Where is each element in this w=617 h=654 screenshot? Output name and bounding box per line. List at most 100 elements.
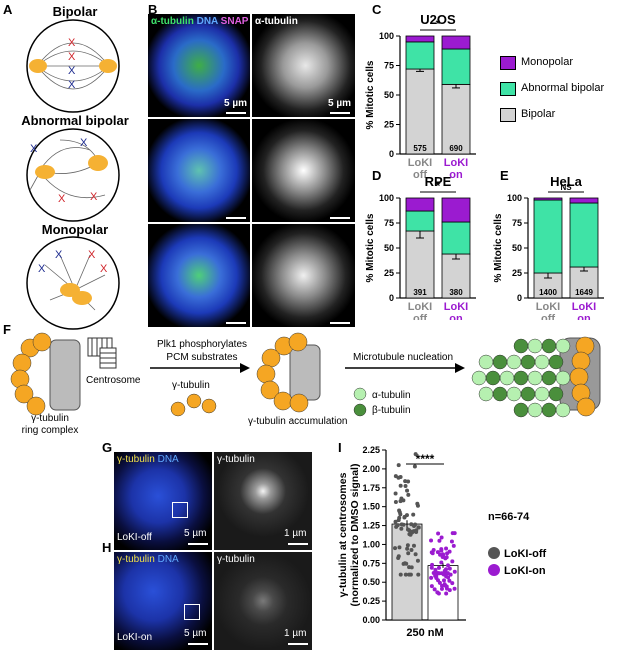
tubulin-subunit bbox=[485, 370, 501, 386]
data-point bbox=[414, 528, 419, 533]
legend-marker-loki-on bbox=[488, 564, 500, 576]
y-tick-label: 100 bbox=[379, 193, 394, 203]
accumulation-label: γ-tubulin accumulation bbox=[248, 416, 348, 427]
x-category-label: LoKI bbox=[444, 301, 468, 313]
data-point bbox=[416, 525, 421, 530]
data-point bbox=[402, 515, 407, 520]
data-point bbox=[393, 499, 398, 504]
y-tick-label: 50 bbox=[384, 243, 394, 253]
centrosome-icon bbox=[87, 337, 117, 369]
bar-segment-abnormal bbox=[441, 48, 471, 85]
data-point bbox=[437, 580, 442, 585]
panel-label-h: H bbox=[102, 540, 112, 555]
n-label: 380 bbox=[449, 288, 463, 297]
data-point bbox=[430, 562, 435, 567]
tubulin-subunit bbox=[506, 354, 522, 370]
data-point bbox=[412, 464, 417, 469]
significance-marker: * bbox=[436, 179, 441, 193]
data-point bbox=[442, 568, 447, 573]
tubulin-subunit bbox=[541, 338, 557, 354]
bipolar-title: Bipolar bbox=[52, 4, 98, 19]
tubulin-subunit bbox=[471, 370, 487, 386]
y-tick-label: 75 bbox=[512, 218, 522, 228]
panel-label-i: I bbox=[338, 440, 342, 455]
data-point bbox=[403, 572, 408, 577]
plk1-label-2: PCM substrates bbox=[166, 352, 238, 363]
data-point bbox=[416, 572, 421, 577]
data-point bbox=[449, 539, 454, 544]
legend-swatch-abnormal bbox=[500, 82, 516, 96]
data-point bbox=[411, 543, 416, 548]
data-point bbox=[405, 546, 410, 551]
data-point bbox=[396, 463, 401, 468]
tubulin-subunit bbox=[555, 402, 571, 418]
bipolar-cell-diagram: X X X X bbox=[26, 19, 120, 113]
tubulin-subunit bbox=[527, 370, 543, 386]
n-label: 690 bbox=[449, 144, 463, 153]
data-point bbox=[434, 576, 439, 581]
data-point bbox=[447, 566, 452, 571]
gamma-tubulin-label: γ-tubulin bbox=[172, 380, 210, 391]
y-tick-label: 2.25 bbox=[362, 445, 380, 455]
svg-text:X: X bbox=[58, 193, 66, 205]
y-axis-label-1: γ-tubulin at centrosomes bbox=[337, 472, 349, 597]
y-tick-label: 25 bbox=[384, 268, 394, 278]
data-point bbox=[447, 578, 452, 583]
n-label: 1400 bbox=[539, 288, 557, 297]
significance-marker: **** bbox=[416, 452, 435, 466]
data-point bbox=[415, 501, 420, 506]
ring-complex-label: γ-tubulin ring complex bbox=[21, 413, 79, 436]
data-point bbox=[452, 586, 457, 591]
y-tick-label: 25 bbox=[384, 120, 394, 130]
micrograph-b-merge-3 bbox=[148, 224, 250, 327]
data-point bbox=[445, 571, 450, 576]
tubulin-subunit bbox=[513, 370, 529, 386]
y-tick-label: 0.25 bbox=[362, 596, 380, 606]
n-label: 575 bbox=[413, 144, 427, 153]
data-point bbox=[429, 538, 434, 543]
data-point bbox=[442, 578, 447, 583]
abnormal-bipolar-title: Abnormal bipolar bbox=[21, 113, 129, 128]
y-tick-label: 0.00 bbox=[362, 615, 380, 625]
data-point bbox=[431, 548, 436, 553]
bar-segment-abnormal bbox=[441, 221, 471, 255]
tubulin-subunit bbox=[527, 338, 543, 354]
y-axis-label: % Mitotic cells bbox=[365, 60, 376, 129]
bar-segment-bipolar bbox=[569, 266, 599, 299]
svg-text:X: X bbox=[68, 65, 76, 77]
data-point bbox=[450, 559, 455, 564]
panel-label-b: B bbox=[148, 2, 158, 17]
tubulin-subunit bbox=[548, 354, 564, 370]
tubulin-subunit bbox=[520, 354, 536, 370]
y-tick-label: 100 bbox=[379, 31, 394, 41]
micrograph-b-merge-2 bbox=[148, 119, 250, 222]
monopolar-title: Monopolar bbox=[41, 222, 109, 237]
data-point bbox=[450, 581, 455, 586]
data-point bbox=[394, 524, 399, 529]
svg-text:X: X bbox=[38, 263, 46, 275]
bar-segment-monopolar bbox=[533, 197, 563, 201]
svg-text:X: X bbox=[90, 191, 98, 203]
panel-label-g: G bbox=[102, 440, 113, 455]
nucleation-label: Microtubule nucleation bbox=[353, 352, 454, 363]
legend-swatch-bipolar bbox=[500, 108, 516, 122]
micrograph-b-merge-1: α-tubulin DNA SNAP 5 µm bbox=[148, 14, 250, 117]
y-tick-label: 1.25 bbox=[362, 521, 380, 531]
data-point bbox=[408, 529, 413, 534]
data-point bbox=[433, 569, 438, 574]
data-point bbox=[399, 526, 404, 531]
micrograph-h-gamma-tubulin: γ-tubulin 1 µm bbox=[214, 552, 312, 650]
y-tick-label: 1.50 bbox=[362, 502, 380, 512]
data-point bbox=[406, 492, 411, 497]
tubulin-subunit bbox=[478, 386, 494, 402]
bar-segment-monopolar bbox=[569, 197, 599, 204]
y-tick-label: 75 bbox=[384, 218, 394, 228]
tubulin-subunit bbox=[534, 354, 550, 370]
bar-loki-off bbox=[391, 523, 423, 621]
data-point bbox=[439, 586, 444, 591]
bar-segment-bipolar bbox=[405, 230, 435, 299]
bar-segment-abnormal bbox=[405, 210, 435, 232]
y-tick-label: 1.75 bbox=[362, 483, 380, 493]
